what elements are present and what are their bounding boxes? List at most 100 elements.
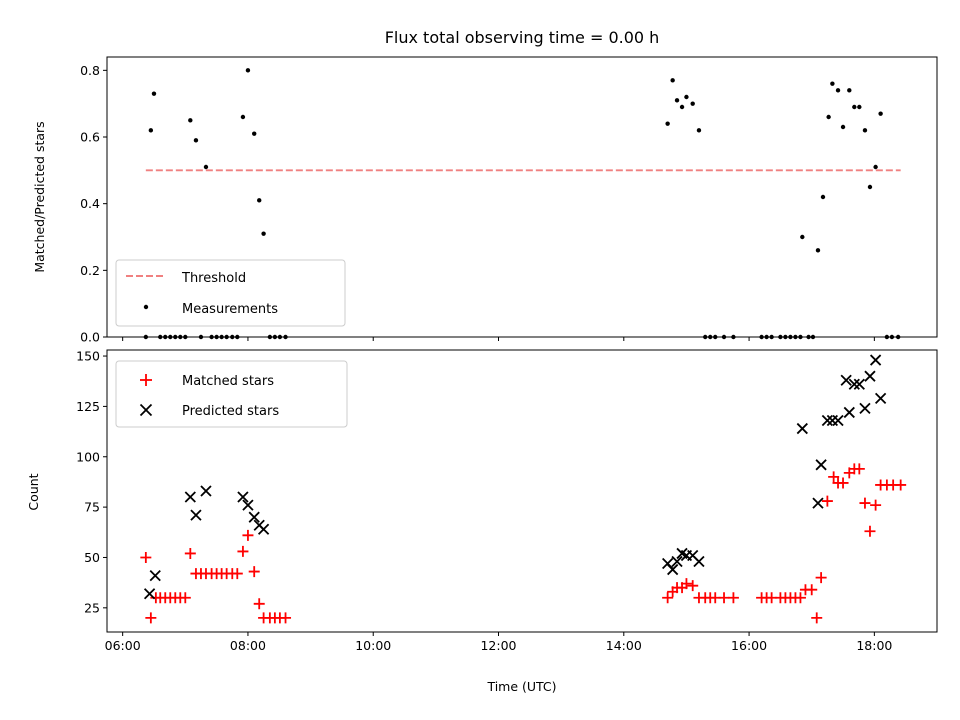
top-y-axis-label: Matched/Predicted stars	[32, 121, 47, 272]
predicted-stars-point	[843, 406, 855, 419]
measurements-point	[800, 234, 805, 240]
matched-legend-marker	[140, 374, 152, 386]
top-y-tick-label: 0.2	[80, 263, 100, 278]
measurements-point	[878, 111, 883, 116]
predicted-stars-point	[257, 523, 270, 535]
bottom-y-tick-label: 50	[84, 550, 100, 565]
bottom-y-tick-label: 125	[76, 399, 100, 414]
matched-stars-point	[815, 572, 827, 584]
matched-stars-point	[662, 592, 674, 604]
matched-stars-point	[828, 471, 840, 483]
x-tick-label: 08:00	[230, 638, 266, 653]
x-tick-label: 06:00	[105, 638, 141, 653]
measurements-point	[665, 121, 670, 126]
measurements-point	[148, 128, 154, 133]
matched-stars-point	[727, 592, 739, 604]
matched-stars-point	[145, 612, 157, 624]
matched-stars-point	[184, 547, 196, 559]
bottom-y-axis-label: Count	[26, 473, 41, 510]
threshold-legend-label: Threshold	[181, 271, 246, 286]
predicted-stars-point	[874, 392, 887, 404]
measurements-point	[862, 128, 868, 133]
matched-stars-point	[859, 497, 871, 509]
measurements-point	[670, 78, 675, 83]
predicted-stars-point	[815, 459, 827, 471]
bottom-legend: Matched stars Predicted stars	[115, 360, 348, 428]
bottom-y-tick-label: 100	[76, 449, 100, 464]
predicted-stars-point	[667, 563, 679, 576]
matched-stars-point	[806, 584, 818, 596]
predicted-stars-point	[671, 555, 683, 568]
top-y-tick-label: 0.8	[80, 63, 100, 78]
matched-stars-point	[680, 578, 692, 590]
predicted-stars-point	[242, 499, 254, 511]
measurements-point	[835, 88, 841, 93]
measurements-point	[188, 118, 193, 123]
measurements-point	[245, 68, 251, 73]
top-y-tick-label: 0.6	[80, 130, 100, 145]
top-y-tick-label: 0.0	[80, 330, 100, 345]
matched-stars-point	[687, 580, 699, 592]
predicted-legend-marker	[139, 403, 153, 417]
predicted-stars-point	[149, 569, 161, 582]
predicted-stars-point	[796, 422, 808, 435]
matched-stars-point	[895, 479, 907, 491]
predicted-stars-point	[853, 378, 865, 390]
matched-stars-point	[179, 592, 191, 604]
x-tick-label: 16:00	[731, 638, 767, 653]
top-y-tick-label: 0.4	[80, 196, 100, 211]
predicted-stars-point	[832, 414, 844, 427]
matched-stars-point	[864, 525, 876, 537]
predicted-stars-point	[864, 370, 876, 382]
top-plot-area: 0.0 0.2 0.4 0.6 0.8	[80, 63, 901, 345]
measurements-point	[820, 194, 826, 200]
x-axis-label: Time (UTC)	[486, 679, 556, 694]
measurements-point	[696, 128, 702, 133]
predicted-stars-point	[143, 588, 156, 600]
x-tick-label: 10:00	[355, 638, 391, 653]
matched-legend-label: Matched stars	[182, 374, 274, 389]
bottom-y-tick-label: 75	[84, 500, 100, 515]
predicted-stars-point	[848, 378, 860, 390]
measurements-point	[674, 98, 680, 103]
matched-stars-point	[811, 612, 823, 624]
measurements-point	[830, 81, 835, 86]
predicted-stars-point	[859, 402, 871, 415]
measurements-point	[852, 104, 857, 110]
predicted-stars-point	[248, 511, 260, 523]
measurements-point	[684, 94, 689, 100]
matched-stars-point	[837, 477, 849, 489]
predicted-stars-point	[190, 509, 202, 521]
predicted-stars-point	[869, 354, 882, 366]
measurements-point	[857, 104, 862, 110]
measurements-point	[193, 138, 199, 143]
measurements-point	[815, 248, 821, 253]
matched-stars-point	[794, 592, 806, 604]
matched-stars-point	[248, 566, 260, 578]
measurements-point	[847, 88, 852, 93]
matched-stars-point	[718, 592, 730, 604]
measurements-point	[203, 164, 209, 170]
matched-stars-point	[231, 568, 243, 580]
measurements-point	[873, 164, 878, 170]
x-tick-label: 14:00	[606, 638, 642, 653]
predicted-stars-point	[200, 485, 212, 497]
predicted-legend-label: Predicted stars	[182, 404, 279, 419]
measurements-point	[252, 131, 257, 136]
predicted-stars-point	[821, 414, 834, 427]
matched-stars-point	[853, 463, 865, 475]
measurements-legend-marker	[143, 304, 149, 310]
measurements-point	[679, 104, 685, 110]
measurements-point	[257, 198, 262, 203]
top-legend-box	[115, 259, 346, 327]
x-tick-label: 18:00	[856, 638, 892, 653]
predicted-stars-point	[840, 374, 852, 386]
matched-stars-point	[140, 551, 152, 563]
bottom-y-tick-label: 25	[84, 600, 100, 615]
bottom-y-tick-label: 150	[76, 349, 100, 364]
matched-stars-point	[242, 529, 254, 541]
measurements-point	[690, 101, 695, 106]
matched-stars-point	[253, 598, 265, 610]
bottom-legend-box	[115, 360, 348, 428]
